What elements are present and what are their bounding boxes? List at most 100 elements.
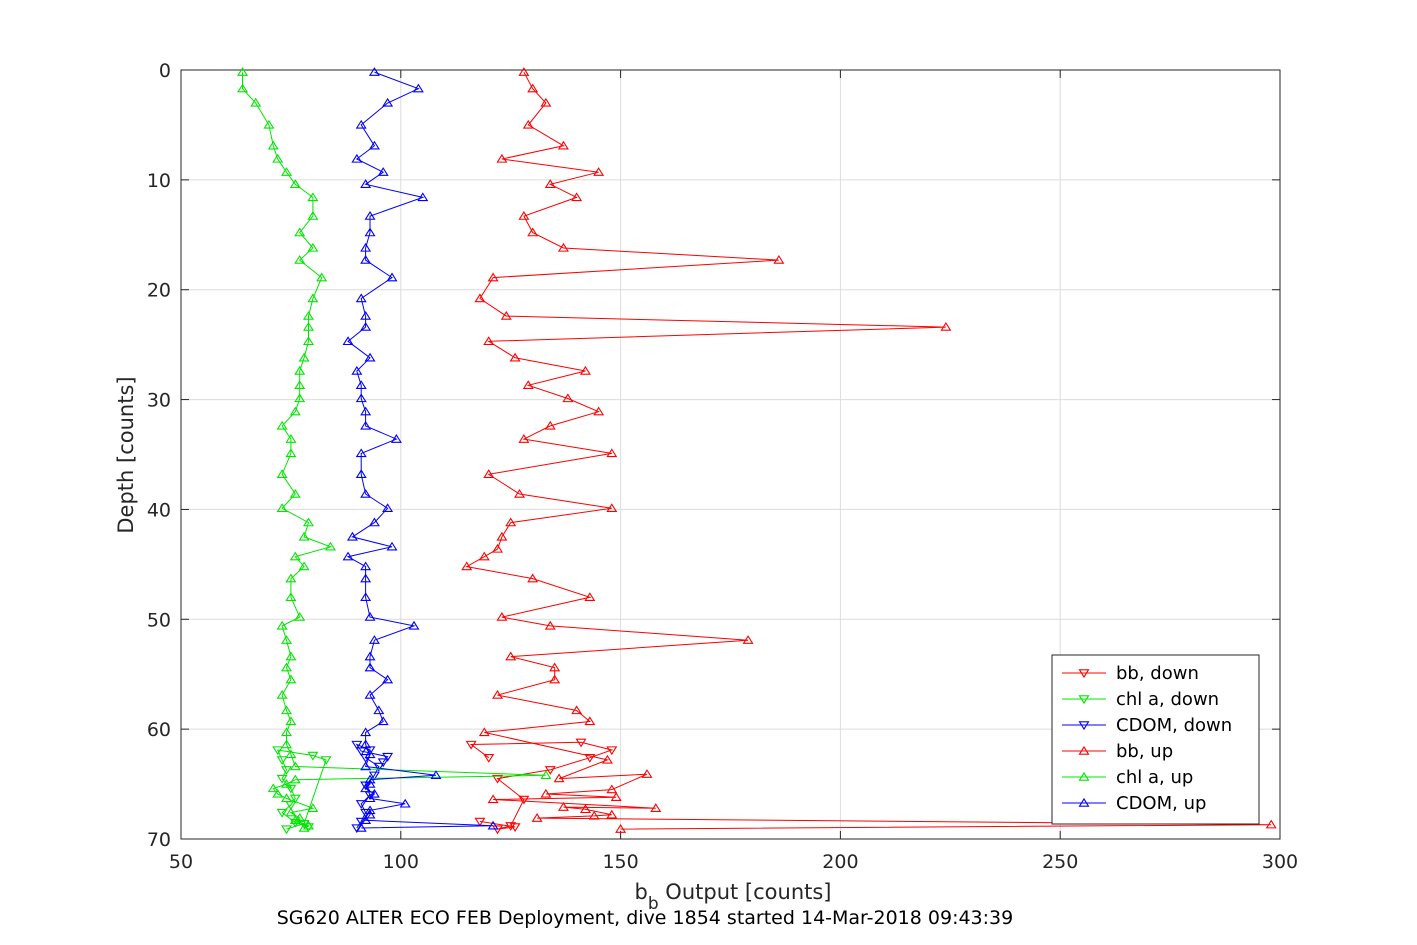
data-point — [307, 211, 319, 220]
series-chl-a-down — [272, 746, 332, 835]
data-point — [544, 620, 556, 630]
data-point — [571, 192, 583, 202]
series-chl-a-up — [237, 67, 552, 832]
data-point — [289, 488, 301, 498]
data-point — [351, 153, 363, 163]
data-point — [285, 448, 297, 458]
data-point — [557, 802, 569, 811]
legend-entry-chl-a-down: chl a, down — [1062, 689, 1219, 710]
x-tick-label: 250 — [1042, 851, 1078, 873]
data-point — [360, 488, 372, 498]
data-point — [294, 813, 306, 822]
data-point — [584, 754, 596, 763]
data-point — [742, 635, 754, 644]
data-point — [281, 825, 292, 835]
data-point — [505, 822, 517, 831]
data-point — [368, 788, 380, 798]
data-point — [360, 761, 372, 771]
data-point — [267, 783, 279, 793]
data-point — [575, 738, 587, 748]
legend-marker — [1078, 721, 1090, 731]
x-axis-label-main: b — [634, 880, 647, 904]
data-point — [386, 541, 398, 551]
y-tick-label: 10 — [147, 170, 171, 192]
data-point — [606, 448, 618, 458]
data-point — [320, 756, 332, 765]
data-point — [263, 119, 275, 129]
data-point — [289, 551, 301, 561]
data-point — [364, 651, 376, 661]
series-line — [242, 72, 546, 829]
data-point — [276, 808, 288, 818]
data-point — [478, 727, 490, 737]
data-point — [272, 788, 284, 798]
x-axis-label-rest: Output [counts] — [659, 880, 832, 904]
data-point — [285, 592, 297, 602]
data-point — [276, 469, 288, 478]
x-tick-label: 200 — [822, 851, 858, 873]
data-point — [606, 503, 618, 513]
data-point — [593, 167, 605, 176]
data-point — [250, 97, 262, 107]
data-point — [355, 119, 367, 129]
data-point — [342, 336, 354, 346]
legend-label: chl a, up — [1116, 767, 1193, 788]
data-point — [579, 365, 591, 375]
legend-label: bb, down — [1116, 663, 1199, 684]
data-point — [351, 740, 363, 750]
data-point — [584, 716, 596, 726]
data-point — [474, 293, 486, 303]
data-point — [518, 795, 530, 805]
data-point — [377, 758, 389, 768]
data-point — [360, 420, 372, 430]
data-point — [408, 620, 420, 630]
data-point — [294, 365, 306, 375]
legend: bb, down chl a, down CDOM, down bb, up chl a… — [1051, 654, 1260, 825]
data-point — [360, 406, 372, 416]
data-point — [518, 211, 530, 220]
data-point — [346, 531, 358, 541]
data-point — [461, 561, 473, 571]
data-point — [373, 705, 385, 715]
data-point — [298, 352, 310, 362]
data-point — [487, 820, 499, 830]
data-point — [531, 813, 543, 822]
data-point — [276, 689, 288, 699]
data-point — [386, 272, 398, 282]
data-point — [518, 434, 530, 443]
data-point — [307, 242, 319, 252]
y-axis-label: Depth [counts] — [114, 376, 138, 533]
data-point — [364, 805, 376, 815]
data-point — [465, 740, 477, 750]
data-point — [355, 469, 367, 478]
caption: SG620 ALTER ECO FEB Deployment, dive 185… — [277, 907, 1013, 929]
data-point — [382, 503, 394, 513]
data-point — [294, 380, 306, 389]
data-point — [351, 365, 363, 375]
data-point — [360, 321, 372, 331]
data-point — [412, 83, 424, 93]
data-point — [390, 434, 402, 443]
data-point — [237, 67, 249, 76]
data-series — [237, 67, 1277, 835]
data-point — [237, 83, 249, 93]
data-point — [601, 754, 613, 764]
data-point — [368, 635, 380, 644]
data-point — [360, 754, 372, 763]
data-point — [289, 774, 301, 784]
data-point — [483, 754, 495, 763]
series-line — [346, 71, 494, 829]
series-line — [355, 743, 389, 829]
series-line — [276, 749, 327, 830]
data-point — [276, 503, 288, 513]
data-point — [492, 689, 504, 699]
data-point — [364, 662, 376, 672]
data-point — [276, 620, 288, 630]
data-point — [364, 778, 376, 788]
data-point — [773, 254, 785, 264]
data-point — [615, 824, 627, 833]
data-point — [272, 746, 284, 756]
data-point — [307, 803, 319, 812]
data-point — [1265, 819, 1277, 829]
